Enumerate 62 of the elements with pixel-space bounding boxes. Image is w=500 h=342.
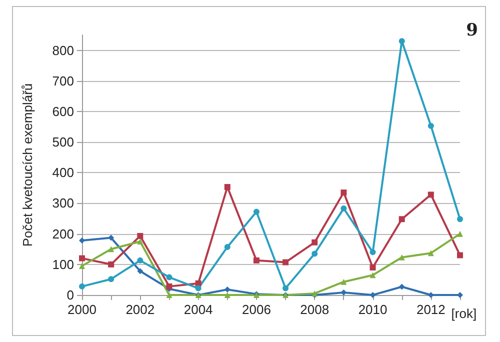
point [312, 250, 318, 257]
point [79, 255, 85, 262]
y-tick-label: 200 [52, 226, 74, 242]
point [457, 252, 463, 258]
point [166, 274, 172, 280]
point [457, 230, 463, 237]
point [428, 192, 434, 198]
point [398, 254, 405, 260]
point [340, 205, 347, 212]
point [428, 122, 434, 129]
point [340, 278, 347, 285]
point [166, 283, 172, 290]
point [340, 290, 347, 296]
point [137, 257, 144, 264]
point [370, 264, 376, 270]
point [224, 184, 230, 190]
y-tick-label: 300 [52, 196, 74, 211]
point [312, 239, 318, 246]
y-tick-label: 600 [52, 104, 74, 119]
point [457, 216, 463, 222]
point [398, 216, 405, 222]
y-tick-label: 700 [52, 73, 74, 88]
y-axis-title: Počet kvetoucích exemplářů [20, 83, 35, 247]
x-tick-label: 2008 [300, 302, 330, 317]
point [79, 238, 85, 244]
point [398, 38, 405, 44]
text: 9 [466, 20, 478, 40]
x-tick-label: 2002 [126, 302, 155, 317]
y-tick-label: 500 [52, 134, 74, 150]
y-tick-label: 100 [52, 256, 74, 272]
point [253, 208, 260, 215]
point [195, 285, 202, 292]
point [79, 262, 85, 269]
point [108, 261, 114, 268]
x-tick-label: 2004 [184, 302, 213, 317]
y-tick-label: 400 [52, 165, 74, 180]
point [79, 283, 85, 290]
point [137, 232, 144, 239]
point [282, 285, 289, 292]
point [398, 284, 405, 290]
point [428, 250, 434, 256]
y-tick-label: 0 [66, 288, 74, 302]
point [370, 249, 376, 256]
point [370, 272, 376, 278]
point [137, 268, 144, 274]
point [224, 244, 230, 250]
point [137, 238, 144, 244]
point [224, 286, 230, 292]
point [108, 234, 114, 241]
point [282, 259, 289, 266]
point [108, 246, 114, 252]
x-tick-label: 2006 [242, 302, 271, 317]
point [224, 292, 230, 298]
point [166, 292, 172, 298]
y-tick-label: 800 [52, 42, 74, 58]
point [340, 190, 347, 196]
point [108, 276, 114, 282]
x-tick-label: 2012 [416, 302, 446, 317]
x-tick-label: 2000 [68, 302, 96, 317]
point [253, 257, 260, 264]
x-tick-label: 2010 [358, 302, 388, 317]
x-axis-title: [rok] [451, 306, 477, 321]
